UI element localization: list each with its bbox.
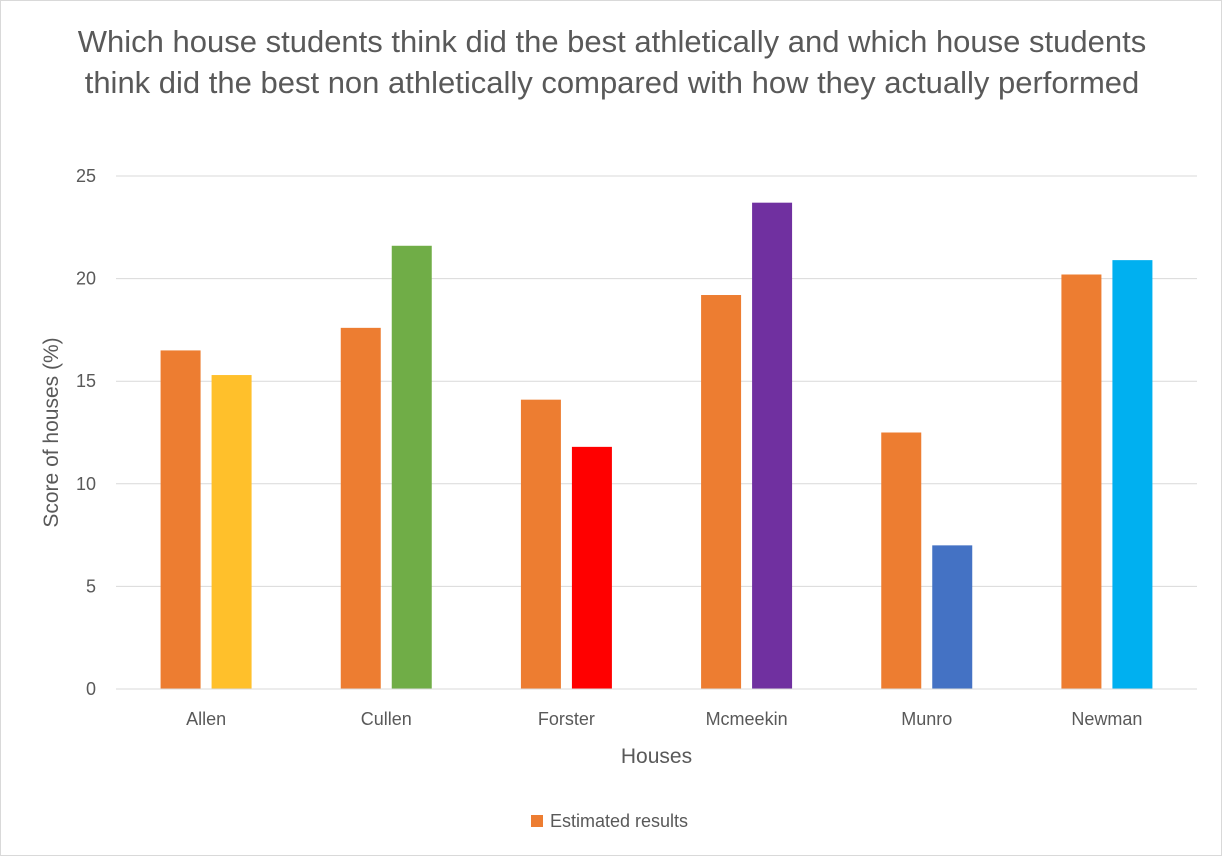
- y-axis-label: Score of houses (%): [40, 337, 63, 527]
- y-axis-ticks: 0 5 10 15 20 25: [76, 166, 96, 699]
- y-tick-label: 15: [76, 371, 96, 391]
- x-axis-ticks: Allen Cullen Forster Mcmeekin Munro Newman: [186, 709, 1142, 729]
- x-tick-label: Forster: [538, 709, 595, 729]
- bar-munro-series-2: [932, 545, 973, 689]
- y-tick-label: 5: [86, 576, 96, 596]
- bar-cullen-series-1: [340, 327, 381, 689]
- x-tick-label: Munro: [901, 709, 952, 729]
- bar-cullen-series-2: [391, 245, 432, 689]
- bar-munro-series-1: [881, 432, 922, 689]
- x-tick-label: Cullen: [361, 709, 412, 729]
- y-tick-label: 0: [86, 679, 96, 699]
- chart-title: Which house students think did the best …: [77, 24, 1147, 100]
- bar-mcmeekin-series-2: [752, 202, 793, 689]
- x-tick-label: Mcmeekin: [706, 709, 788, 729]
- bar-forster-series-2: [571, 446, 612, 689]
- x-tick-label: Allen: [186, 709, 226, 729]
- bar-newman-series-2: [1112, 260, 1153, 689]
- x-tick-label: Newman: [1071, 709, 1142, 729]
- bar-newman-series-1: [1061, 274, 1102, 689]
- grid-lines: [116, 175, 1197, 587]
- legend-swatch: [531, 815, 543, 827]
- x-axis-label: Houses: [621, 745, 692, 768]
- bar-mcmeekin-series-1: [701, 295, 742, 689]
- y-tick-label: 10: [76, 474, 96, 494]
- y-tick-label: 25: [76, 166, 96, 186]
- legend-label: Estimated results: [550, 811, 688, 831]
- bars: [160, 202, 1153, 689]
- bar-allen-series-2: [211, 375, 252, 689]
- y-tick-label: 20: [76, 269, 96, 289]
- bar-forster-series-1: [520, 399, 561, 689]
- legend: Estimated results: [531, 811, 688, 831]
- bar-allen-series-1: [160, 350, 201, 689]
